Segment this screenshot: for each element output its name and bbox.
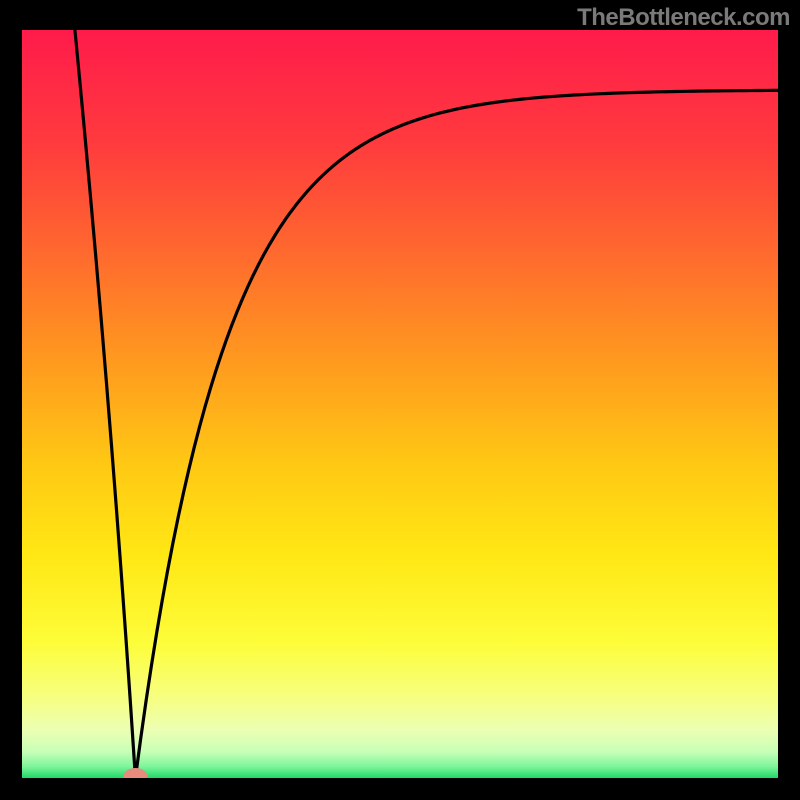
gradient-background: [22, 30, 778, 778]
frame-border: [0, 778, 800, 800]
frame-border: [778, 0, 800, 800]
frame-border: [0, 0, 22, 800]
watermark-text: TheBottleneck.com: [577, 4, 790, 32]
chart-svg: [0, 0, 800, 800]
bottleneck-chart: TheBottleneck.com: [0, 0, 800, 800]
